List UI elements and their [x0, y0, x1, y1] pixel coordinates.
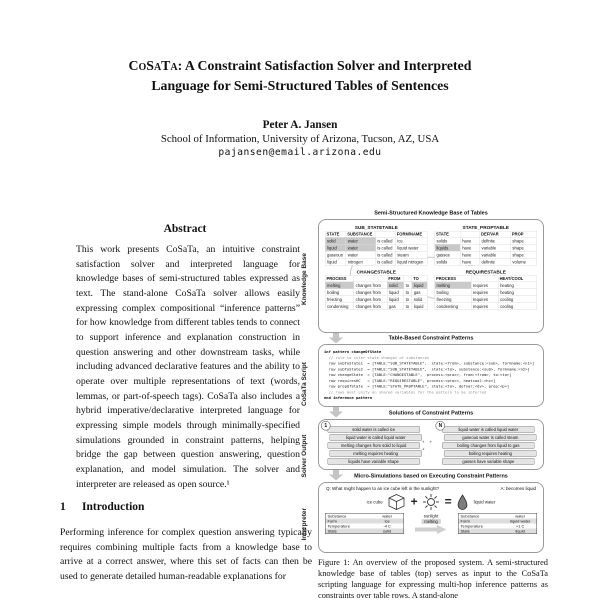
requires-table: PROCESS HEAT/COOL melting requires heating bo…: [434, 275, 537, 310]
sim-state-tables: Substance water Form ice Temperature -4 C Stat…: [319, 512, 543, 538]
author-affiliation: School of Information, University of Ari…: [160, 133, 440, 145]
after-state-table: Substance water Form liquid water Temperatur…: [458, 513, 537, 534]
plus-sign: +: [410, 495, 418, 509]
cosata-script-code: inf pattern changeOfState // rule to inf…: [324, 349, 535, 401]
kb-table-requires: REQUIRESTABLE PROCESS HEAT/COOL melting req…: [434, 270, 537, 310]
solution-badge-1: 1: [321, 421, 331, 431]
solution-cards-last: liquid water is called liquid water gaseo…: [441, 426, 537, 465]
brand-name: CoSaTa:: [128, 58, 183, 73]
kb-table-sub-state: SUB_STATETABLE STATE SUBSTANCE FORM/NAME so…: [324, 225, 428, 266]
title-line-2: Language for Semi-Structured Tables of S…: [151, 77, 449, 93]
changes-table: PROCESS FROM TO melting changes from solid to l…: [324, 275, 428, 310]
kb-table-grid: SUB_STATETABLE STATE SUBSTANCE FORM/NAME so…: [319, 220, 543, 315]
page-title: CoSaTa: A Constraint Satisfaction Solver…: [40, 56, 560, 95]
section-number: 1: [60, 501, 66, 513]
sim-panel: Q: What might happen to an ice cube left…: [318, 482, 544, 553]
arrow-label-melting: melting: [421, 519, 441, 524]
solution-stack-first: 1 solid water is called ice liquid water …: [321, 421, 422, 466]
sub-state-table: STATE SUBSTANCE FORM/NAME solid water is call…: [324, 231, 428, 266]
solutions-panel: 1 solid water is called ice liquid water …: [318, 419, 544, 470]
figure-label-interpreter: Interpreter: [299, 507, 308, 541]
droplet-icon: [457, 494, 468, 510]
figure-label-knowledge-base: Knowledge Base: [299, 252, 308, 306]
solutions-panel-title: Solutions of Constraint Patterns: [388, 410, 474, 416]
kb-table-state-prop: STATE_PROPTABLE STATE DEF/VAR PROP solids ha…: [434, 225, 538, 266]
abstract-heading: Abstract: [163, 223, 207, 235]
down-arrow-icon: [329, 470, 343, 481]
section-title: Introduction: [82, 501, 145, 513]
down-arrow-icon: [329, 333, 343, 344]
sim-icon-row: ice cube +: [319, 492, 543, 512]
solution-stack-last: N liquid water is called liquid water gas…: [435, 421, 537, 466]
cube-icon: [388, 494, 405, 510]
liquid-water-label: liquid water: [473, 499, 496, 505]
sim-arrow-column: sunlight melting: [410, 513, 453, 535]
right-arrow-icon: [415, 525, 447, 534]
abstract-text: This work presents CoSaTa, an intuitive …: [76, 244, 300, 490]
figure-1: Knowledge Base CoSaTa Script Solver Outp…: [296, 206, 548, 600]
before-state-table: Substance water Form ice Temperature -4 C Stat…: [325, 513, 404, 534]
sim-question: Q: What might happen to an ice cube left…: [326, 486, 440, 491]
down-arrow-icon: [329, 407, 343, 418]
figure-label-solver-output: Solver Output: [299, 434, 308, 478]
author-name: Peter A. Jansen: [262, 119, 338, 131]
script-panel-title: Table-Based Constraint Patterns: [388, 335, 474, 341]
sim-panel-title: Micro-Simulations based on Executing Con…: [354, 473, 508, 479]
author-email: pajansen@email.arizona.edu: [218, 147, 382, 158]
introduction-heading: 1 Introduction: [60, 501, 310, 513]
kb-table-changes: CHANGESTABLE PROCESS FROM TO melting changes…: [324, 270, 428, 310]
arrow-label-sunlight: sunlight: [423, 513, 439, 519]
kb-panel: SUB_STATETABLE STATE SUBSTANCE FORM/NAME so…: [318, 219, 544, 333]
figure-label-cosata-script: CoSaTa Script: [299, 362, 308, 406]
sim-question-row: Q: What might happen to an ice cube left…: [319, 483, 543, 492]
solution-badge-n: N: [435, 421, 446, 431]
kb-panel-title: Semi-Structured Knowledge Base of Tables: [374, 210, 488, 216]
ice-cube-label: ice cube: [366, 499, 383, 505]
author-block: Peter A. Jansen School of Information, U…: [40, 119, 560, 158]
script-panel: inf pattern changeOfState // rule to inf…: [318, 344, 544, 407]
figure-caption: Figure 1: An overview of the proposed sy…: [318, 558, 548, 600]
introduction-text: Performing inference for complex questio…: [60, 527, 312, 582]
equals-sign: =: [444, 495, 452, 509]
solution-cards-first: solid water is called ice liquid water is…: [326, 426, 422, 465]
sim-answer: A: becomes liquid: [500, 486, 536, 491]
ellipsis: • • •: [422, 438, 434, 453]
sun-icon: [423, 494, 440, 510]
state-prop-table: STATE DEF/VAR PROP solids have definite shape l…: [434, 231, 538, 266]
title-line-1: CoSaTa: A Constraint Satisfaction Solver…: [128, 58, 472, 73]
